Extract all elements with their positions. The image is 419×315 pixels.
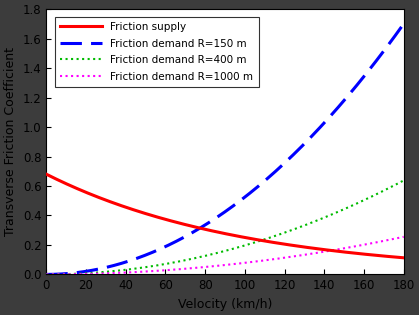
Friction demand R=150 m [189, 232, 194, 235]
Line: Friction demand R=150 m: Friction demand R=150 m [47, 24, 404, 274]
Friction supply [329, 249, 334, 252]
Friction demand R=400 m [329, 213, 334, 216]
Friction demand R=400 m [401, 179, 406, 182]
Friction supply [201, 227, 206, 231]
Friction demand R=1000 m [289, 255, 294, 259]
Friction demand R=150 m [80, 270, 85, 274]
Legend: Friction supply, Friction demand R=150 m, Friction demand R=400 m, Friction dema: Friction supply, Friction demand R=150 m… [55, 17, 259, 87]
Friction demand R=1000 m [329, 249, 334, 252]
Friction demand R=400 m [80, 272, 85, 275]
Friction demand R=400 m [201, 254, 206, 258]
Friction demand R=150 m [329, 113, 334, 117]
Friction supply [289, 243, 294, 247]
Friction supply [44, 172, 49, 176]
Friction demand R=150 m [201, 224, 206, 228]
Friction supply [323, 248, 328, 252]
X-axis label: Velocity (km/h): Velocity (km/h) [178, 298, 272, 311]
Friction supply [401, 256, 406, 260]
Friction supply [189, 224, 194, 228]
Friction demand R=400 m [44, 272, 49, 276]
Friction demand R=150 m [323, 120, 328, 124]
Friction demand R=1000 m [201, 265, 206, 269]
Friction demand R=1000 m [44, 272, 49, 276]
Y-axis label: Transverse Friction Coefficient: Transverse Friction Coefficient [4, 47, 17, 236]
Friction supply [80, 189, 85, 193]
Friction demand R=400 m [289, 228, 294, 232]
Friction demand R=150 m [401, 22, 406, 26]
Friction demand R=1000 m [189, 266, 194, 270]
Friction demand R=400 m [323, 215, 328, 219]
Friction demand R=150 m [44, 272, 49, 276]
Line: Friction demand R=400 m: Friction demand R=400 m [47, 180, 404, 274]
Friction demand R=150 m [289, 154, 294, 158]
Friction demand R=1000 m [323, 250, 328, 254]
Line: Friction supply: Friction supply [47, 174, 404, 258]
Friction demand R=1000 m [401, 235, 406, 239]
Line: Friction demand R=1000 m: Friction demand R=1000 m [47, 237, 404, 274]
Friction demand R=1000 m [80, 272, 85, 276]
Friction demand R=400 m [189, 257, 194, 261]
